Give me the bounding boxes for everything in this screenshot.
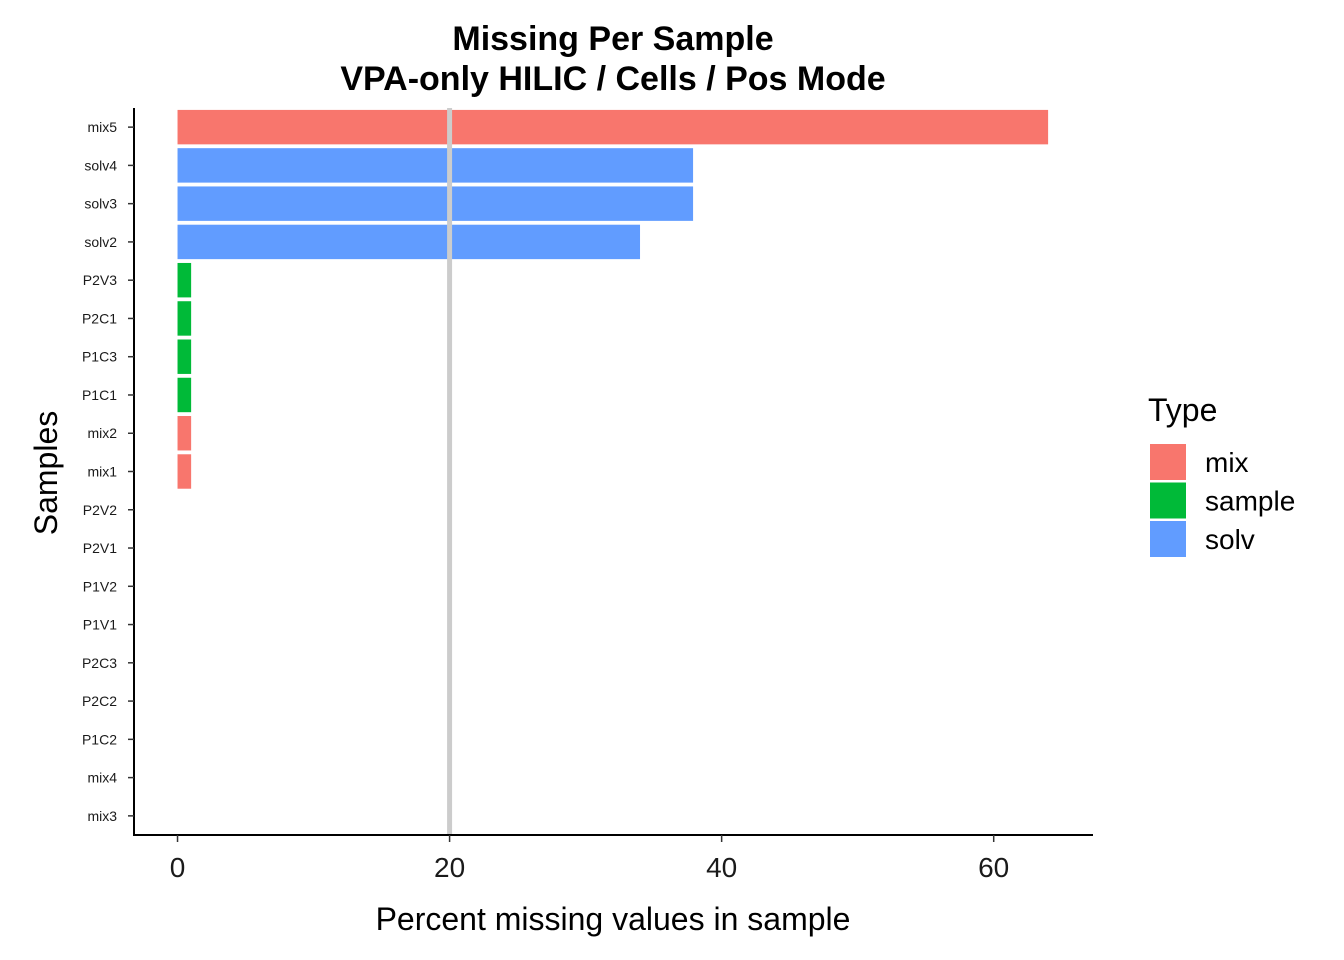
bar-solv4 <box>177 148 694 183</box>
bar-solv2 <box>177 224 641 260</box>
y-tick-label: P2V2 <box>83 502 117 518</box>
y-tick-label: mix1 <box>87 464 117 480</box>
legend-label-solv: solv <box>1205 524 1255 555</box>
legend-label-sample: sample <box>1205 486 1295 517</box>
y-tick-label: P2V3 <box>83 272 117 288</box>
y-tick-label: mix3 <box>87 808 117 824</box>
bar-solv3 <box>177 186 694 221</box>
y-tick-label: P2C3 <box>82 655 117 671</box>
x-tick-label: 20 <box>434 852 465 883</box>
bar-P2C1 <box>177 301 192 336</box>
y-axis-title: Samples <box>28 411 64 536</box>
bar-P1C1 <box>177 377 192 413</box>
x-axis-title: Percent missing values in sample <box>376 901 851 937</box>
y-tick-label: mix4 <box>87 770 117 786</box>
bar-P1C3 <box>177 339 192 374</box>
bars-layer <box>177 109 1049 489</box>
y-tick-label: solv2 <box>84 234 117 250</box>
y-axis: mix5 solv4 solv3 solv2 P2V3 P2C1 P1C3 P1C1 mix2 m… <box>82 108 135 836</box>
y-tick-label: P2C2 <box>82 693 117 709</box>
legend-label-mix: mix <box>1205 447 1249 478</box>
y-tick-label: mix2 <box>87 425 117 441</box>
x-tick-label: 40 <box>706 852 737 883</box>
bar-mix2 <box>177 416 192 451</box>
legend: Type mix sample solv <box>1148 392 1295 557</box>
y-tick-label: P1C3 <box>82 349 117 365</box>
legend-key-sample <box>1150 482 1186 519</box>
y-tick-label: mix5 <box>87 119 117 135</box>
chart-title: Missing Per Sample <box>452 20 773 58</box>
legend-key-solv <box>1150 521 1186 557</box>
y-tick-label: P1C1 <box>82 387 117 403</box>
x-tick-label: 60 <box>978 852 1009 883</box>
legend-key-mix <box>1150 444 1186 480</box>
bar-mix1 <box>177 454 192 489</box>
y-tick-label: solv4 <box>84 157 117 173</box>
bar-mix5 <box>177 109 1049 145</box>
bar-P2V3 <box>177 262 192 298</box>
x-axis: 0 20 40 60 <box>133 834 1093 883</box>
y-tick-label: solv3 <box>84 196 117 212</box>
y-tick-label: P2V1 <box>83 540 117 556</box>
legend-title: Type <box>1148 392 1217 428</box>
y-tick-label: P1V2 <box>83 578 117 594</box>
y-tick-label: P1C2 <box>82 731 117 747</box>
chart-subtitle: VPA-only HILIC / Cells / Pos Mode <box>340 60 885 98</box>
x-tick-label: 0 <box>170 852 186 883</box>
y-tick-label: P2C1 <box>82 310 117 326</box>
y-tick-label: P1V1 <box>83 617 117 633</box>
